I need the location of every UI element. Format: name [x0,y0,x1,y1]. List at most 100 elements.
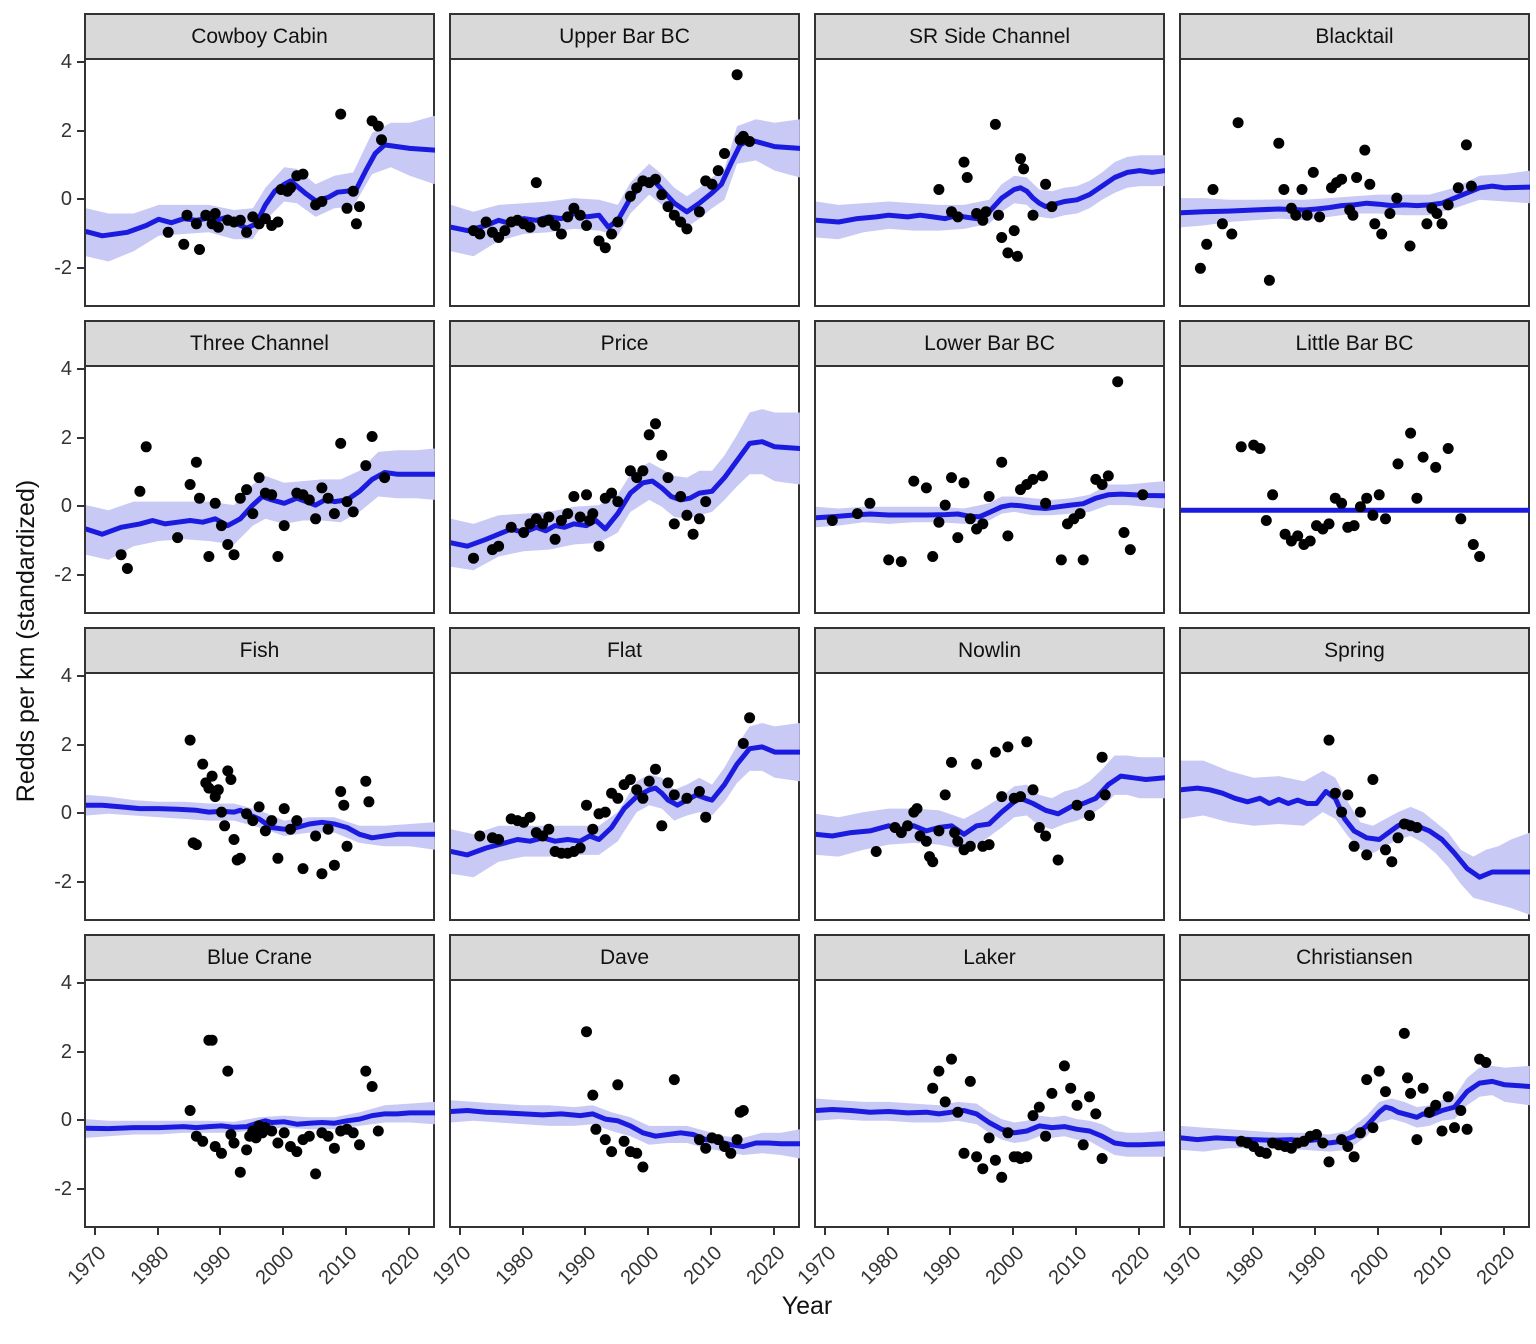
data-point [1431,208,1443,219]
data-point [737,738,749,749]
facet-plot [814,58,1165,307]
data-point [1354,806,1366,818]
data-point [121,563,133,574]
data-point [335,108,347,120]
data-point [574,842,586,854]
data-point [1263,274,1275,286]
facet-plot [1179,58,1530,307]
data-point [212,221,224,233]
data-point [725,1147,737,1159]
data-point [1027,1110,1039,1122]
data-point [247,508,259,520]
data-point [266,1125,278,1137]
data-point [1384,208,1396,219]
data-point [700,811,712,823]
data-point [1292,530,1304,542]
data-point [883,554,895,566]
trend-line [86,802,435,841]
data-point [543,823,555,835]
data-point [194,244,205,255]
data-point [946,472,957,484]
data-point [744,712,756,724]
panel-plot-area [86,431,435,574]
facet-plot [449,365,800,614]
data-point [172,532,184,544]
data-point [1455,513,1467,525]
panel-plot-area [451,69,800,257]
data-point [939,1096,951,1108]
data-point [961,172,973,183]
panel-plot-area [86,108,435,262]
data-point [197,758,209,770]
data-point [1351,172,1363,183]
y-tick-label: -2 [54,564,72,586]
facet-strip: Fish [84,627,435,674]
data-point [637,1161,649,1173]
x-tick-mark [584,1227,586,1235]
y-tick-mark [77,267,85,269]
data-point [581,489,592,501]
x-tick-label: 2020 [377,1242,425,1290]
data-point [693,206,705,218]
x-tick-label: 2000 [981,1242,1029,1290]
data-point [996,456,1008,468]
data-point [1011,250,1023,262]
data-point [272,551,284,562]
x-tick-mark [1503,1227,1505,1235]
y-tick-label: -2 [54,871,72,893]
facet-title: Fish [239,638,280,662]
confidence-band [816,155,1165,240]
data-point [1194,262,1206,274]
confidence-band [86,115,435,262]
data-point [612,216,624,228]
data-point [341,202,353,214]
data-point [668,789,680,801]
data-point [668,518,680,530]
data-point [209,497,221,509]
data-point [372,1125,384,1137]
data-point [681,792,693,804]
data-point [656,820,668,832]
data-point [1467,539,1479,550]
x-tick-mark [522,1227,524,1235]
panel-plot-area [816,376,1165,568]
y-tick-mark [77,574,85,576]
x-tick-mark [1440,1227,1442,1235]
data-point [1376,228,1388,240]
data-point [335,437,347,449]
data-point [949,827,961,839]
data-point [297,168,309,180]
data-point [524,811,536,823]
data-point [499,225,511,237]
data-point [278,1127,290,1139]
data-point [606,1146,618,1158]
data-point [996,232,1008,243]
data-point [234,852,246,864]
data-point [134,485,146,497]
data-point [1348,840,1360,852]
panel-plot-area [451,1026,800,1173]
confidence-band [86,448,435,560]
data-point [693,786,705,797]
data-point [259,825,271,837]
data-point [1411,492,1423,504]
data-point [474,228,486,240]
data-point [1460,139,1472,151]
data-point [1071,799,1083,811]
data-point [322,1130,334,1142]
data-point [209,208,221,219]
data-point [328,859,340,871]
data-point [606,487,618,499]
trend-line [451,1108,800,1149]
facet-title: Blacktail [1315,24,1394,48]
data-point [1021,736,1033,748]
x-tick-mark [345,1227,347,1235]
facet-strip: Cowboy Cabin [84,13,435,60]
x-tick-label: 2000 [616,1242,664,1290]
data-point [656,189,668,201]
x-tick-mark [824,1227,826,1235]
data-point [493,540,505,552]
y-tick-label: -2 [54,1178,72,1200]
data-point [278,803,290,815]
data-point [971,758,983,770]
